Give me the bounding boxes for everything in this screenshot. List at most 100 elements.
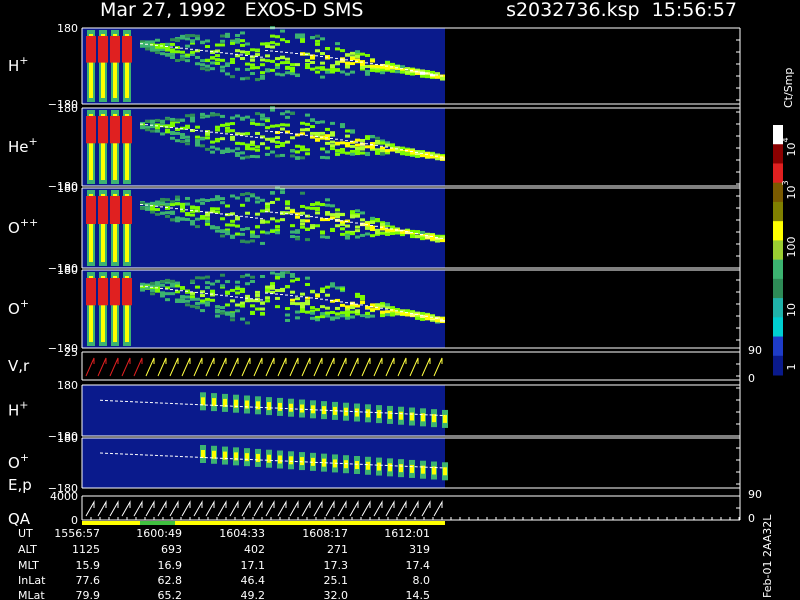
pixel [430, 314, 435, 318]
pixel [350, 55, 355, 59]
pixel [430, 237, 435, 241]
pixel [345, 72, 350, 76]
pixel [165, 298, 170, 302]
pixel [235, 216, 240, 220]
pixel [330, 140, 335, 144]
pixel [355, 138, 360, 142]
pixel [310, 60, 315, 64]
pixel [175, 216, 180, 220]
pixel [410, 72, 415, 76]
pixel [290, 63, 295, 67]
panel-label: He+ [8, 135, 38, 156]
pixel [310, 316, 315, 320]
pixel [260, 307, 265, 311]
pixel [285, 40, 290, 44]
trace [215, 51, 218, 53]
pixel [295, 150, 300, 154]
stripe [101, 194, 105, 262]
pixel [220, 234, 225, 238]
trace [200, 130, 203, 132]
pixel [220, 201, 225, 205]
pixel [315, 134, 320, 138]
pixel [335, 42, 340, 46]
pixel [325, 141, 330, 145]
pixel [270, 229, 275, 233]
qa-bar [82, 521, 445, 525]
pixel [295, 278, 300, 282]
pixel [225, 126, 230, 130]
pixel [355, 294, 360, 298]
trace [350, 140, 353, 142]
pixel [265, 231, 270, 235]
pixel [415, 68, 420, 72]
pixel [240, 304, 245, 308]
stripe [125, 34, 129, 98]
pixel [310, 290, 315, 294]
pixel [205, 213, 210, 217]
panel-label-base: E,p [8, 476, 32, 494]
stripe [98, 196, 108, 224]
pixel [230, 219, 235, 223]
pixel [375, 151, 380, 155]
pixel [265, 119, 270, 123]
pixel [185, 142, 190, 146]
pixel [215, 207, 220, 211]
pixel [265, 54, 270, 58]
pixel [160, 211, 165, 215]
left-tick-label: −180 [48, 482, 78, 495]
pixel [330, 131, 335, 135]
trace [420, 314, 423, 316]
trace [350, 60, 353, 62]
pixel [185, 34, 190, 38]
pixel [150, 292, 155, 296]
pixel [420, 154, 425, 158]
pixel [280, 123, 285, 127]
pixel [355, 229, 360, 233]
pixel [190, 213, 195, 217]
pixel [380, 310, 385, 314]
pixel [310, 203, 315, 207]
trace [325, 299, 328, 301]
pixel [365, 64, 370, 68]
pixel [375, 231, 380, 235]
trace [360, 142, 363, 144]
pixel [190, 39, 195, 43]
pixel [195, 125, 200, 129]
stripe [86, 278, 96, 306]
cell: 17.4 [406, 559, 431, 572]
pixel [295, 229, 300, 233]
pixel [295, 237, 300, 241]
pixel [200, 276, 205, 280]
pixel [360, 61, 365, 65]
pixel [375, 232, 380, 236]
trace [345, 140, 348, 142]
trace [185, 290, 188, 292]
pixel [265, 42, 270, 46]
pixel [285, 130, 290, 134]
pixel [270, 200, 275, 204]
colorbar-tick-label: 10 [785, 303, 798, 317]
pixel [200, 112, 205, 116]
pixel [140, 123, 145, 127]
pixel [260, 135, 265, 139]
pixel [350, 51, 355, 55]
pixel [195, 135, 200, 139]
trace [375, 306, 378, 308]
trace [375, 144, 378, 146]
pixel [170, 56, 175, 60]
pixel [330, 216, 335, 220]
pixel [310, 309, 315, 313]
trace [370, 144, 373, 146]
pixel [155, 126, 160, 130]
pixel [355, 58, 360, 62]
pixel [250, 304, 255, 308]
colorbar-segment [773, 201, 783, 222]
trace [205, 293, 208, 295]
pixel [355, 312, 360, 316]
trace [305, 134, 308, 136]
trace [385, 227, 388, 229]
pixel [245, 273, 250, 277]
trace [355, 303, 358, 305]
pixel [265, 288, 270, 292]
